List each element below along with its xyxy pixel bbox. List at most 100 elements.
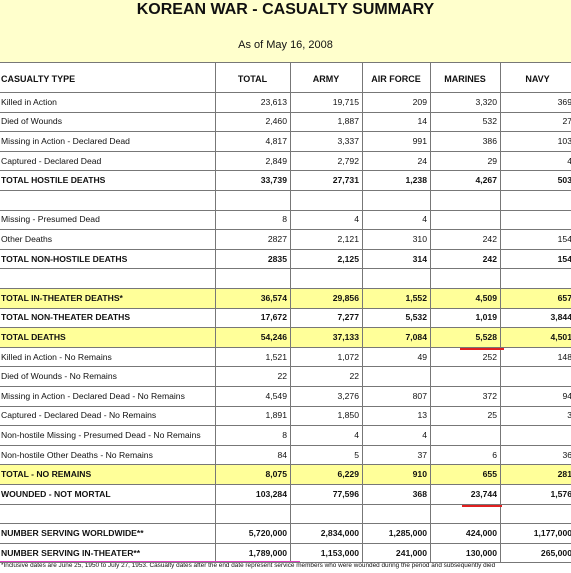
cell-value: 2835 [267, 253, 287, 264]
cell-value: 657 [557, 292, 571, 303]
cell-value: 807 [412, 390, 427, 401]
row-rule [0, 444, 571, 446]
cell-value: 8,075 [265, 469, 287, 480]
cell-value: 22 [349, 371, 359, 382]
row-highlight [0, 288, 571, 308]
cell-value: 130,000 [465, 547, 497, 558]
column-header: ARMY [312, 74, 340, 84]
cell-value: 1,019 [475, 312, 497, 323]
row-label: Died of Wounds - No Remains [1, 371, 117, 382]
row-label: Captured - Declared Dead - No Remains [1, 410, 157, 421]
row-rule [0, 170, 571, 172]
row-label: NUMBER SERVING WORLDWIDE** [1, 528, 144, 538]
cell-value: 1,552 [405, 292, 427, 303]
row-label: TOTAL NON-THEATER DEATHS [1, 312, 131, 323]
row-rule [0, 405, 571, 407]
row-rule [0, 92, 571, 93]
cell-value: 655 [482, 469, 497, 480]
row-rule [0, 503, 571, 505]
cell-value: 3,844 [550, 312, 571, 323]
cell-value: 1,238 [405, 175, 427, 186]
cell-value: 8 [282, 430, 287, 440]
cell-value: 2,125 [337, 253, 359, 264]
cell-value: 4,549 [265, 390, 287, 401]
row-rule [0, 523, 571, 525]
cell-value: 4,501 [550, 332, 571, 342]
row-label: TOTAL IN-THEATER DEATHS* [1, 292, 123, 303]
cell-value: 241,000 [395, 547, 427, 558]
row-rule [0, 111, 571, 113]
cell-value: 29,856 [332, 292, 359, 303]
row-rule [0, 209, 571, 211]
cell-value: 8 [282, 214, 287, 225]
cell-value: 310 [412, 234, 427, 244]
cell-value: 6 [492, 449, 497, 460]
cell-value: 23,613 [260, 96, 287, 107]
column-rule [500, 62, 501, 563]
cell-value: 910 [412, 469, 427, 480]
row-label: TOTAL HOSTILE DEATHS [1, 175, 106, 186]
row-label: NUMBER SERVING IN-THEATER** [1, 547, 141, 558]
cell-value: 314 [412, 253, 427, 264]
cell-value: 368 [412, 488, 427, 499]
cell-value: 532 [482, 116, 497, 127]
row-rule [0, 464, 571, 466]
cell-value: 369 [557, 96, 571, 107]
cell-value: 36,574 [260, 292, 287, 303]
row-label: Died of Wounds [1, 116, 62, 127]
row-label: Captured - Declared Dead [1, 155, 102, 166]
subtitle: As of May 16, 2008 [238, 39, 333, 51]
column-header: AIR FORCE [371, 74, 421, 84]
cell-value: 372 [482, 390, 497, 401]
cell-value: 4 [354, 430, 359, 440]
cell-value: 23,744 [470, 488, 497, 499]
cell-value: 27 [562, 116, 571, 127]
cell-value: 424,000 [465, 528, 497, 538]
cell-value: 4 [422, 430, 427, 440]
cell-value: 265,000 [540, 547, 571, 558]
cell-value: 154 [557, 253, 571, 264]
cell-value: 19,715 [332, 96, 359, 107]
row-rule [0, 248, 571, 250]
cell-value: 252 [482, 351, 497, 362]
cell-value: 49 [417, 351, 427, 362]
cell-value: 5,532 [405, 312, 427, 323]
cell-value: 209 [412, 96, 427, 107]
row-label: Missing - Presumed Dead [1, 214, 100, 225]
row-label: Missing in Action - Declared Dead - No R… [1, 390, 185, 401]
cell-value: 1,177,000 [533, 528, 571, 538]
footnote: *Inclusive dates are June 25, 1950 to Ju… [1, 562, 496, 569]
cell-value: 1,789,000 [248, 547, 287, 558]
cell-value: 103 [557, 136, 571, 146]
row-rule [0, 190, 571, 191]
cell-value: 1,285,000 [388, 528, 427, 538]
row-rule [0, 150, 571, 152]
cell-value: 36 [562, 449, 571, 460]
cell-value: 77,596 [332, 488, 359, 499]
row-label: Other Deaths [1, 234, 53, 244]
column-rule [290, 62, 291, 563]
cell-value: 14 [417, 116, 427, 127]
cell-value: 5,720,000 [248, 528, 287, 538]
row-rule [0, 229, 571, 231]
cell-value: 7,277 [337, 312, 359, 323]
row-rule [0, 425, 571, 427]
title: KOREAN WAR - CASUALTY SUMMARY [136, 1, 435, 18]
cell-value: 503 [557, 175, 571, 186]
cell-value: 2827 [267, 234, 287, 244]
row-label: Killed in Action [1, 96, 57, 107]
row-label: Non-hostile Missing - Presumed Dead - No… [1, 430, 201, 440]
cell-value: 4,817 [265, 136, 287, 146]
row-rule [0, 542, 571, 544]
cell-value: 27,731 [332, 175, 359, 186]
cell-value: 54,246 [260, 332, 287, 342]
row-rule [0, 62, 571, 63]
row-rule [0, 366, 571, 368]
cell-value: 1,576 [550, 488, 571, 499]
cell-value: 22 [277, 371, 287, 382]
cell-value: 1,521 [265, 351, 287, 362]
cell-value: 4 [567, 155, 571, 166]
cell-value: 94 [562, 390, 571, 401]
column-rule [362, 62, 363, 563]
